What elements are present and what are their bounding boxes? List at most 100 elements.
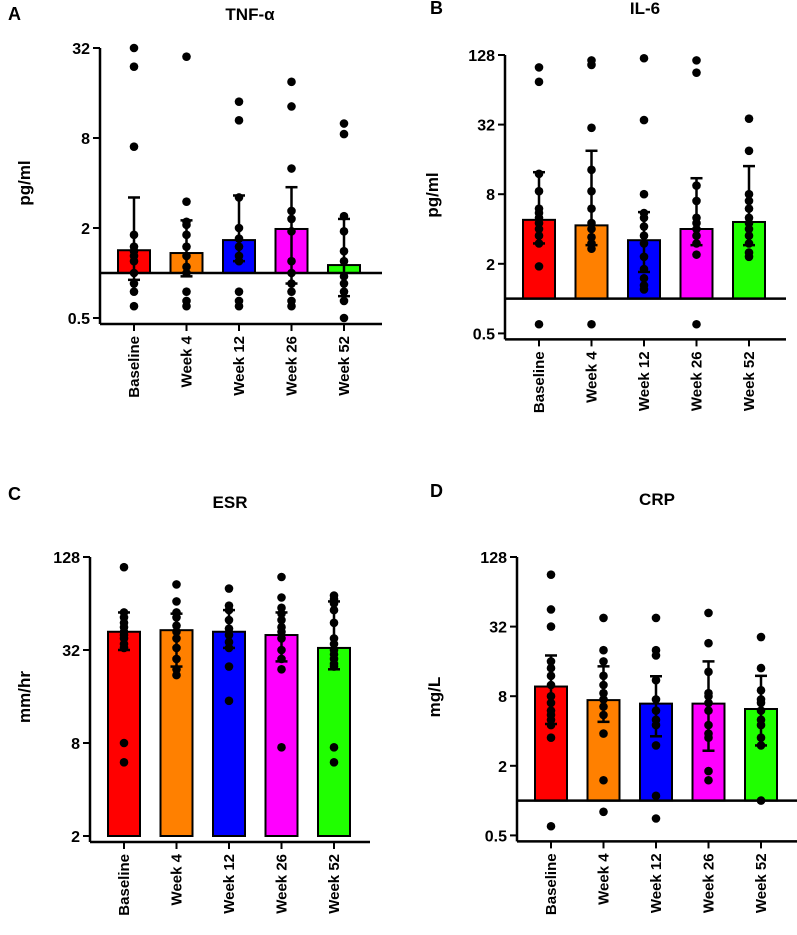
x-tick-label: Week 52 [336, 336, 353, 396]
data-point [692, 196, 701, 206]
data-point [234, 242, 244, 251]
y-axis-label: pg/ml [15, 160, 34, 205]
data-point [287, 206, 296, 216]
data-point [744, 114, 754, 123]
data-point [546, 691, 556, 701]
data-point [224, 696, 234, 706]
data-point [744, 196, 754, 206]
data-point [704, 766, 713, 776]
data-point [287, 279, 296, 288]
data-point [339, 287, 349, 296]
data-point [287, 301, 296, 311]
data-point [277, 572, 286, 582]
data-point [119, 643, 129, 653]
data-point [172, 643, 181, 653]
data-point [639, 285, 649, 294]
data-point [704, 667, 713, 677]
data-point [182, 287, 191, 296]
y-tick-label: 32 [489, 620, 507, 637]
data-point [651, 613, 661, 623]
data-point [744, 239, 754, 248]
chart-title: CRP [639, 490, 675, 509]
data-point [129, 43, 139, 53]
panel-label: D [430, 481, 443, 501]
data-point [234, 234, 244, 243]
data-point [546, 663, 556, 673]
data-point [129, 62, 139, 71]
data-point [587, 165, 596, 175]
data-point [534, 218, 544, 228]
data-point [744, 204, 754, 213]
data-point [277, 664, 286, 674]
data-point [599, 657, 608, 666]
panel-B: B IL-6 pg/ml 0.5 2 8 32 128 Baseline Week 4 Week 1… [423, 0, 786, 413]
data-point [756, 632, 766, 642]
data-point [756, 706, 766, 715]
data-point [534, 63, 544, 72]
data-point [277, 615, 286, 625]
data-point [546, 720, 556, 730]
data-point [339, 279, 349, 288]
x-tick-label: Week 12 [636, 351, 653, 411]
data-point [277, 609, 286, 618]
data-point [277, 654, 286, 664]
data-point [692, 218, 701, 228]
data-point [172, 627, 181, 637]
data-point [744, 224, 754, 234]
data-point [692, 56, 701, 65]
data-point [339, 296, 349, 306]
data-point [172, 580, 181, 589]
panel-A: A TNF-α pg/ml 0.5 2 8 32 Baseline Week 4 Week 12 W… [8, 4, 382, 398]
data-point [692, 319, 701, 329]
data-point [546, 680, 556, 690]
bar-week-52 [317, 646, 351, 837]
y-tick-label: 2 [498, 759, 507, 776]
y-tick-label: 128 [480, 550, 507, 567]
panel-D: D CRP mg/L 0.5 2 8 32 128 Baseline Week 4 Week 12 W… [425, 481, 797, 915]
data-point [692, 250, 701, 259]
data-point [534, 262, 544, 271]
data-point [704, 698, 713, 708]
data-point [639, 252, 649, 262]
x-tick-label: Week 4 [179, 335, 196, 387]
chart-title: TNF-α [225, 5, 275, 24]
data-point [234, 223, 244, 233]
data-point [182, 230, 191, 240]
data-point [287, 77, 296, 87]
data-point [534, 239, 544, 248]
x-tick-label: Week 52 [326, 854, 343, 914]
data-point [224, 662, 234, 671]
data-point [587, 60, 596, 70]
data-point [756, 733, 766, 743]
y-tick-label: 32 [72, 41, 90, 58]
y-tick-label: 0.5 [473, 326, 495, 343]
panel-label: A [8, 4, 21, 24]
data-point [599, 702, 608, 711]
x-tick-label: Week 12 [231, 336, 248, 396]
data-point [287, 256, 296, 266]
data-point [599, 671, 608, 681]
y-tick-label: 2 [486, 257, 495, 274]
data-point [599, 695, 608, 704]
data-point [339, 129, 349, 139]
data-point [651, 695, 661, 704]
data-point [639, 213, 649, 223]
y-tick-label: 8 [498, 689, 507, 706]
panel-label: B [430, 0, 443, 18]
data-point [172, 634, 181, 643]
data-point [651, 720, 661, 730]
data-point [119, 738, 129, 748]
data-point [587, 218, 596, 228]
data-point [599, 613, 608, 623]
data-point [329, 639, 339, 649]
data-point [172, 670, 181, 680]
data-point [692, 68, 701, 77]
data-point [224, 605, 234, 615]
data-point [172, 613, 181, 622]
data-point [599, 645, 608, 655]
data-point [534, 169, 544, 179]
data-point [172, 597, 181, 606]
data-point [639, 239, 649, 248]
data-point [599, 807, 608, 817]
data-point [651, 651, 661, 660]
